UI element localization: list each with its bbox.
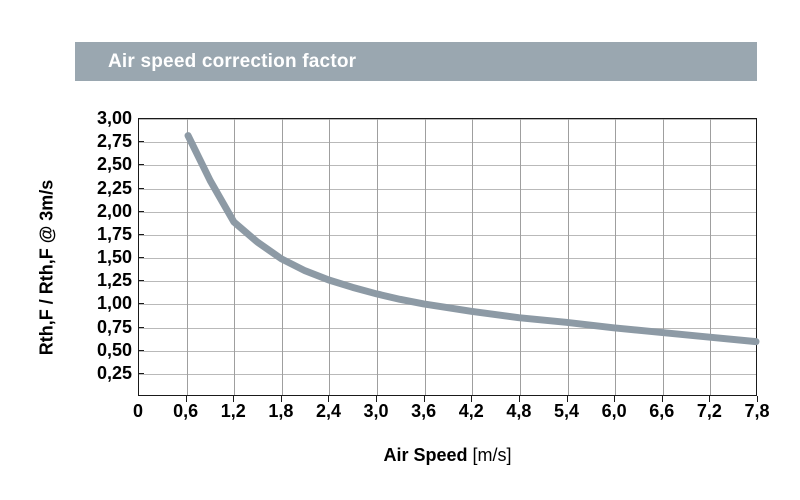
- y-tick-mark: [138, 349, 144, 351]
- y-tick-mark: [138, 164, 144, 166]
- y-tick-label: 0,50: [96, 339, 132, 360]
- x-tick-mark: [566, 396, 568, 402]
- y-tick-mark: [138, 280, 144, 282]
- x-tick-label: 6,6: [649, 401, 675, 421]
- x-tick-label: 4,8: [506, 401, 532, 421]
- x-axis-title-unit: [m/s]: [472, 445, 512, 465]
- gridline-horizontal: [139, 327, 756, 329]
- x-tick-mark: [328, 396, 330, 402]
- x-tick-label: 6,0: [601, 401, 627, 421]
- x-tick-label: 1,2: [220, 401, 246, 421]
- x-tick-mark: [471, 396, 473, 402]
- x-tick-mark: [661, 396, 663, 402]
- x-tick-label: 2,4: [315, 401, 341, 421]
- y-axis-ticks: 3,00 2,75 2,50 2,25 2,00 1,75 1,50 1,25 1,00 0,75…: [66, 109, 132, 396]
- y-tick-label: 2,00: [96, 200, 132, 221]
- y-tick-mark: [138, 326, 144, 328]
- x-tick-label: 0: [132, 401, 143, 421]
- x-tick-label: 5,4: [554, 401, 580, 421]
- gridline-vertical: [424, 119, 426, 395]
- gridline-horizontal: [139, 373, 756, 375]
- x-tick-mark: [185, 396, 187, 402]
- gridline-horizontal: [139, 281, 756, 283]
- y-tick-label: 1,00: [96, 293, 132, 314]
- gridline-vertical: [662, 119, 664, 395]
- gridline-vertical: [615, 119, 617, 395]
- x-tick-label: 1,8: [268, 401, 294, 421]
- gridline-horizontal: [139, 258, 756, 259]
- x-tick-label: 7,8: [744, 401, 770, 421]
- y-tick-label: 1,50: [96, 247, 132, 267]
- gridline-horizontal: [139, 350, 756, 352]
- x-tick-mark: [709, 396, 711, 402]
- x-tick-mark: [423, 396, 425, 402]
- x-tick-mark: [518, 396, 520, 402]
- x-tick-mark: [614, 396, 616, 402]
- x-axis-title: Air Speed [m/s]: [138, 445, 757, 466]
- gridline-horizontal: [139, 165, 756, 167]
- x-tick-mark: [757, 396, 758, 402]
- y-tick-label: 0,75: [96, 316, 132, 337]
- x-tick-mark: [280, 396, 282, 402]
- chart-title: Air speed correction factor: [108, 50, 357, 72]
- y-tick-mark: [138, 257, 144, 258]
- gridline-vertical: [329, 119, 331, 395]
- data-series-line: [184, 132, 760, 346]
- plot-area: [138, 118, 760, 396]
- gridline-vertical: [234, 119, 236, 395]
- gridline-vertical: [377, 119, 379, 395]
- gridline-vertical: [519, 119, 521, 395]
- series-polyline: [184, 132, 760, 346]
- y-tick-label: 0,25: [96, 362, 132, 383]
- y-tick-label: 3,00: [96, 108, 132, 128]
- gridline-horizontal: [139, 234, 756, 236]
- gridline-vertical: [567, 119, 569, 395]
- gridline-horizontal: [139, 142, 756, 144]
- gridline-horizontal: [139, 211, 756, 213]
- gridline-vertical: [472, 119, 474, 395]
- x-tick-label: 7,2: [696, 401, 722, 421]
- x-tick-mark: [376, 396, 378, 402]
- gridline-horizontal: [139, 188, 756, 190]
- y-tick-mark: [138, 141, 144, 143]
- y-tick-mark: [138, 303, 144, 305]
- gridline-vertical: [710, 119, 712, 395]
- y-tick-mark: [138, 372, 144, 374]
- x-axis-title-main: Air Speed: [383, 445, 468, 465]
- y-tick-label: 2,75: [96, 131, 132, 152]
- x-tick-label: 3,6: [411, 401, 437, 421]
- y-tick-label: 1,25: [96, 270, 132, 291]
- y-tick-mark: [138, 210, 144, 212]
- x-tick-label: 0,6: [173, 401, 199, 421]
- gridline-horizontal: [139, 119, 756, 120]
- y-tick-label: 2,25: [96, 177, 132, 198]
- y-axis-title: Rth,F / Rth,F @ 3m/s: [36, 179, 57, 356]
- x-tick-label: 4,2: [458, 401, 484, 421]
- y-tick-label: 1,75: [96, 223, 132, 244]
- y-tick-mark: [138, 233, 144, 235]
- y-tick-mark: [138, 118, 144, 119]
- gridline-vertical: [186, 119, 188, 395]
- x-tick-mark: [233, 396, 235, 402]
- chart-title-banner: Air speed correction factor: [75, 42, 757, 81]
- y-tick-mark: [138, 187, 144, 189]
- y-tick-label: 2,50: [96, 154, 132, 175]
- x-tick-label: 3,0: [363, 401, 389, 421]
